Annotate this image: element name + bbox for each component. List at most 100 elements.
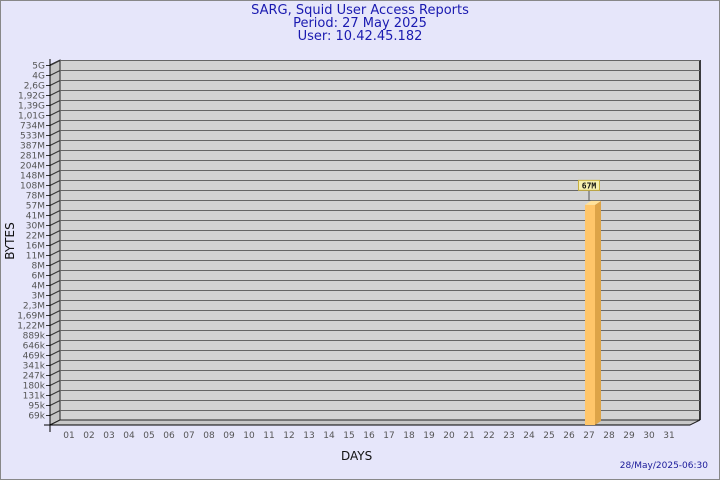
x-tick-label: 22 bbox=[483, 431, 494, 441]
x-tick-label: 23 bbox=[503, 431, 514, 441]
x-tick-label: 20 bbox=[443, 431, 455, 441]
x-tick-label: 12 bbox=[283, 431, 294, 441]
y-tick-label: 57M bbox=[26, 202, 45, 212]
y-tick-slant bbox=[49, 170, 61, 176]
y-tick-label: 95k bbox=[28, 402, 45, 412]
x-tick-label: 29 bbox=[623, 431, 635, 441]
y-tick-label: 16M bbox=[26, 242, 45, 252]
y-tick-slant bbox=[49, 210, 61, 216]
y-tick-slant bbox=[49, 340, 61, 346]
y-tick-slant bbox=[49, 90, 61, 96]
y-tick-label: 204M bbox=[20, 162, 45, 172]
x-tick-label: 04 bbox=[123, 431, 135, 441]
y-tick-slant bbox=[49, 360, 61, 366]
y-tick-slant bbox=[49, 370, 61, 376]
x-tick-label: 24 bbox=[523, 431, 535, 441]
data-label-box bbox=[578, 179, 600, 191]
y-tick-slant bbox=[49, 350, 61, 356]
bar-front bbox=[585, 204, 595, 425]
y-tick-slant bbox=[49, 410, 61, 416]
y-tick-label: 533M bbox=[20, 132, 45, 142]
x-axis-label: DAYS bbox=[341, 449, 373, 463]
x-tick-label: 21 bbox=[463, 431, 474, 441]
y-tick-label: 889k bbox=[23, 332, 46, 342]
x-tick-label: 01 bbox=[63, 431, 74, 441]
y-tick-label: 1,01G bbox=[18, 112, 45, 122]
x-tick-label: 11 bbox=[263, 431, 274, 441]
y-axis-label: BYTES bbox=[3, 222, 17, 260]
y-tick-label: 646k bbox=[23, 342, 46, 352]
plot-floor bbox=[49, 419, 701, 426]
y-tick-label: 2,3M bbox=[23, 302, 45, 312]
y-tick-label: 1,92G bbox=[18, 92, 45, 102]
y-tick-label: 180k bbox=[23, 382, 46, 392]
x-tick-label: 06 bbox=[163, 431, 175, 441]
x-tick-label: 18 bbox=[403, 431, 415, 441]
y-tick-label: 247k bbox=[23, 372, 46, 382]
y-tick-slant bbox=[49, 80, 61, 86]
x-tick-label: 09 bbox=[223, 431, 235, 441]
y-tick-label: 5G bbox=[32, 62, 45, 72]
y-tick-slant bbox=[49, 100, 61, 106]
x-tick-label: 26 bbox=[563, 431, 575, 441]
x-tick-label: 07 bbox=[183, 431, 194, 441]
y-tick-label: 4M bbox=[32, 282, 46, 292]
x-tick-label: 19 bbox=[423, 431, 435, 441]
x-tick-label: 30 bbox=[643, 431, 655, 441]
x-tick-label: 17 bbox=[383, 431, 394, 441]
x-tick-label: 15 bbox=[343, 431, 354, 441]
y-tick-slant bbox=[49, 260, 61, 266]
x-tick-label: 10 bbox=[243, 431, 255, 441]
x-tick-label: 28 bbox=[603, 431, 615, 441]
y-tick-slant bbox=[49, 390, 61, 396]
y-tick-slant bbox=[49, 230, 61, 236]
y-tick-label: 108M bbox=[20, 182, 45, 192]
y-tick-slant bbox=[49, 220, 61, 226]
y-tick-slant bbox=[49, 310, 61, 316]
y-tick-label: 1,22M bbox=[17, 322, 45, 332]
y-tick-slant bbox=[49, 400, 61, 406]
y-tick-slant bbox=[49, 280, 61, 286]
y-tick-label: 8M bbox=[32, 262, 46, 272]
y-tick-label: 11M bbox=[26, 252, 45, 262]
y-tick-slant bbox=[49, 290, 61, 296]
y-tick-label: 22M bbox=[26, 232, 45, 242]
y-tick-label: 148M bbox=[20, 172, 45, 182]
y-tick-slant bbox=[49, 190, 61, 196]
x-tick-label: 25 bbox=[543, 431, 554, 441]
chart-period: Period: 27 May 2025 bbox=[293, 16, 427, 31]
y-tick-slant bbox=[49, 330, 61, 336]
y-tick-slant bbox=[49, 250, 61, 256]
chart-user: User: 10.42.45.182 bbox=[297, 29, 423, 44]
y-tick-slant bbox=[49, 60, 61, 66]
x-tick-label: 31 bbox=[663, 431, 674, 441]
y-tick-label: 41M bbox=[26, 212, 45, 222]
y-tick-label: 4G bbox=[32, 72, 45, 82]
y-tick-slant bbox=[49, 200, 61, 206]
y-tick-label: 30M bbox=[26, 222, 45, 232]
y-tick-slant bbox=[49, 150, 61, 156]
y-tick-slant bbox=[49, 120, 61, 126]
y-tick-label: 69k bbox=[28, 412, 45, 422]
y-tick-label: 1,69M bbox=[17, 312, 45, 322]
y-tick-label: 469k bbox=[23, 352, 46, 362]
y-tick-label: 341k bbox=[23, 362, 46, 372]
y-tick-label: 2,6G bbox=[24, 82, 45, 92]
y-tick-slant bbox=[49, 240, 61, 246]
y-tick-slant bbox=[49, 300, 61, 306]
y-tick-slant bbox=[49, 320, 61, 326]
x-tick-label: 05 bbox=[143, 431, 154, 441]
data-label: 67M bbox=[582, 181, 597, 190]
y-tick-label: 1,39G bbox=[18, 102, 45, 112]
y-tick-slant bbox=[49, 160, 61, 166]
y-tick-label: 734M bbox=[20, 122, 45, 132]
x-tick-label: 16 bbox=[363, 431, 375, 441]
y-tick-label: 281M bbox=[20, 152, 45, 162]
x-tick-label: 13 bbox=[303, 431, 314, 441]
y-tick-label: 3M bbox=[32, 292, 46, 302]
x-tick-label: 03 bbox=[103, 431, 114, 441]
y-tick-label: 78M bbox=[26, 192, 45, 202]
bar-side bbox=[595, 200, 601, 425]
y-tick-label: 6M bbox=[32, 272, 46, 282]
